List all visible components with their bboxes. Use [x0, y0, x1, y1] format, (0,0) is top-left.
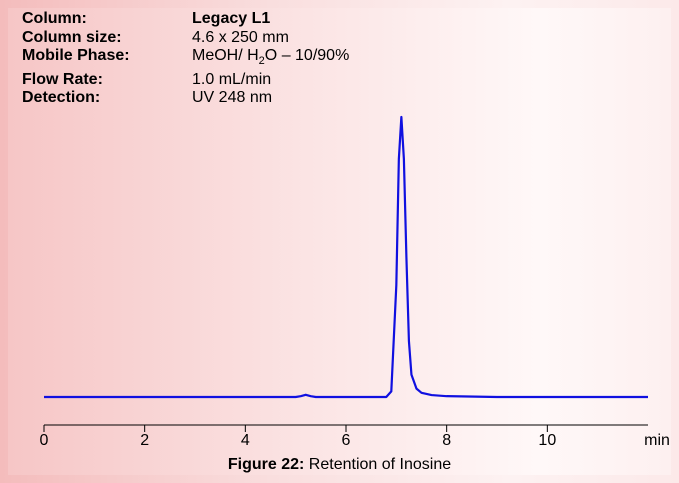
row: Column: Legacy L1	[22, 10, 349, 29]
trace	[44, 115, 648, 399]
x-axis-label: min	[644, 432, 670, 449]
row: Column size: 4.6 x 250 mm	[22, 29, 349, 48]
x-tick-label: 4	[241, 432, 250, 449]
value: Legacy L1	[192, 10, 271, 27]
row: Mobile Phase: MeOH/ H2O – 10/90%	[22, 47, 349, 71]
text: O – 10/90%	[264, 47, 350, 64]
value: 1.0 mL/min	[192, 70, 272, 88]
x-tick-label: 0	[40, 432, 49, 449]
value: 4.6 x 250 mm	[192, 28, 289, 46]
value: UV 248 nm	[192, 89, 273, 107]
x-tick-label: 10	[538, 432, 556, 449]
label: Flow Rate:	[22, 70, 103, 88]
x-tick-label: 6	[342, 432, 351, 449]
x-tick-label: 8	[442, 432, 451, 449]
caption-label: Figure 22:	[227, 456, 305, 473]
text: MeOH/ H	[192, 47, 259, 64]
label: Column size:	[22, 28, 122, 46]
row: Flow Rate: 1.0 mL/min	[22, 71, 349, 90]
subscript: 2	[258, 55, 265, 68]
row: Detection: UV 248 nm	[22, 89, 349, 108]
conditions: Column: Legacy L1 Column size: 4.6 x 250 m…	[22, 10, 349, 108]
label: Column:	[22, 10, 87, 27]
x-tick-label: 2	[140, 432, 149, 449]
label: Mobile Phase:	[22, 47, 130, 64]
value: MeOH/ H2O – 10/90%	[192, 47, 349, 71]
caption: Figure 22: Retention of Inosine	[0, 456, 679, 474]
caption-text: Retention of Inosine	[308, 456, 452, 473]
label: Detection:	[22, 89, 101, 107]
